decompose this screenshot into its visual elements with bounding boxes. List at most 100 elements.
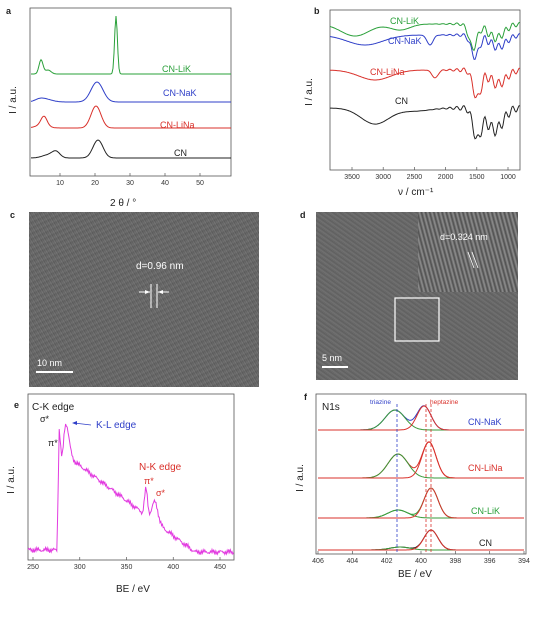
n-k-edge-label: N-K edge [139,462,182,473]
series-label-cn-lina: CN-LiNa [468,463,503,473]
series-cn-nak [30,81,231,103]
series-label-cn-nak: CN-NaK [388,36,422,46]
series-cn-lina [330,67,521,99]
panel-label-f: f [304,392,308,402]
x-axis-label: ν / cm⁻¹ [398,187,434,198]
y-axis-label: I / a.u. [304,78,315,106]
series-label-cn-lik: CN-LiK [390,16,419,26]
selection-box [394,297,440,342]
triazine-label: triazine [370,399,391,406]
pi-star-n: π* [144,476,154,486]
x-tick-label: 350 [121,564,133,571]
y-axis-label: I / a.u. [8,86,19,114]
x-tick-label: 3500 [344,174,360,181]
series-cn [318,529,524,551]
panel-label-b: b [314,6,320,16]
x-tick-label: 450 [214,564,226,571]
c-k-edge-label: C-K edge [32,402,75,413]
series-label-cn-lina: CN-LiNa [370,67,405,77]
x-ticks: 10 20 30 40 50 [56,173,204,187]
series-label-cn-lik: CN-LiK [471,506,500,516]
heptazine-label: heptazine [430,399,459,406]
fit-component [318,529,524,551]
series-cn-nak [329,33,521,60]
scale-label: 10 nm [37,358,62,368]
x-tick-label: 400 [167,564,179,571]
x-axis-label: 2 θ / ° [110,198,136,209]
fit-component [318,487,524,519]
d-spacing-label: d=0.324 nm [440,232,488,242]
panel-label-e: e [14,400,19,410]
x-tick-label: 396 [484,558,496,565]
sigma-star-n: σ* [156,488,166,498]
tem-overlay: d=0.324 nm 5 nm [322,232,488,368]
series-cn [330,104,521,140]
series-cn-lik [329,22,521,52]
x-tick-label: 10 [56,180,64,187]
panel-a-chart: a 10 20 30 40 50 CN-LiK CN-NaK CN-LiNa CN 2 … [6,6,232,209]
series-cn-lina [30,105,231,129]
tem-image-c: d=0.96 nm 10 nm [29,212,259,387]
y-axis-label: I / a.u. [6,466,17,494]
x-ticks: 3500 3000 2500 2000 1500 1000 [344,167,516,181]
tem-image-d: d=0.324 nm 5 nm [316,212,518,380]
panel-label-c: c [10,210,16,220]
x-tick-label: 1500 [469,174,485,181]
panel-e-chart: e 250 300 350 400 450 C-K edge K-L edge N-K … [6,393,235,595]
fit-component [318,441,524,479]
arrowhead [145,290,150,294]
series-label-cn-nak: CN-NaK [163,88,197,98]
panel-label-a: a [6,6,12,16]
x-tick-label: 250 [27,564,39,571]
fringe-line [471,251,479,269]
scale-label: 5 nm [322,353,342,363]
curves [30,15,231,159]
pi-star-c: π* [48,438,58,448]
x-tick-label: 50 [196,180,204,187]
plot-frame [27,393,235,561]
series-cn-lik [31,15,231,75]
series-label-cn-lina: CN-LiNa [160,120,195,130]
x-tick-label: 398 [449,558,461,565]
series-label-cn-lik: CN-LiK [162,64,191,74]
x-tick-label: 20 [91,180,99,187]
x-axis-label: BE / eV [398,569,432,580]
x-tick-label: 1000 [500,174,516,181]
k-l-edge-label: K-L edge [96,420,137,431]
arrowhead [72,421,77,425]
d-spacing-label: d=0.96 nm [136,261,184,272]
curves [329,22,521,140]
x-tick-label: 2500 [407,174,423,181]
series-label-cn: CN [479,538,492,548]
panel-f-chart: f 406 404 402 400 398 396 394 N1s triazine hep… [295,392,530,580]
series-label-cn: CN [174,148,187,158]
series-cn [31,139,231,159]
arrowhead [158,290,163,294]
panel-b-chart: b 3500 3000 2500 2000 1500 1000 CN-LiK CN-NaK… [304,6,521,198]
series-label-cn: CN [395,96,408,106]
plot-frame [29,7,232,177]
y-axis-label: I / a.u. [295,464,306,492]
eels-spectrum [27,423,235,556]
x-ticks: 250 300 350 400 450 [27,557,226,571]
x-tick-label: 300 [74,564,86,571]
x-tick-label: 402 [381,558,393,565]
panel-label-d: d [300,210,306,220]
x-ticks: 406 404 402 400 398 396 394 [312,551,530,565]
x-tick-label: 394 [518,558,530,565]
fit-component [318,405,524,431]
plot-frame [329,9,521,171]
tem-overlay: d=0.96 nm 10 nm [36,261,184,373]
x-tick-label: 40 [161,180,169,187]
series-label-cn-nak: CN-NaK [468,417,502,427]
fringe-line [467,251,475,269]
curves [318,405,524,551]
x-tick-label: 400 [415,558,427,565]
x-tick-label: 404 [346,558,358,565]
x-tick-label: 2000 [438,174,454,181]
x-tick-label: 3000 [375,174,391,181]
x-tick-label: 406 [312,558,324,565]
x-axis-label: BE / eV [116,584,150,595]
x-tick-label: 30 [126,180,134,187]
sigma-star-c: σ* [40,414,50,424]
